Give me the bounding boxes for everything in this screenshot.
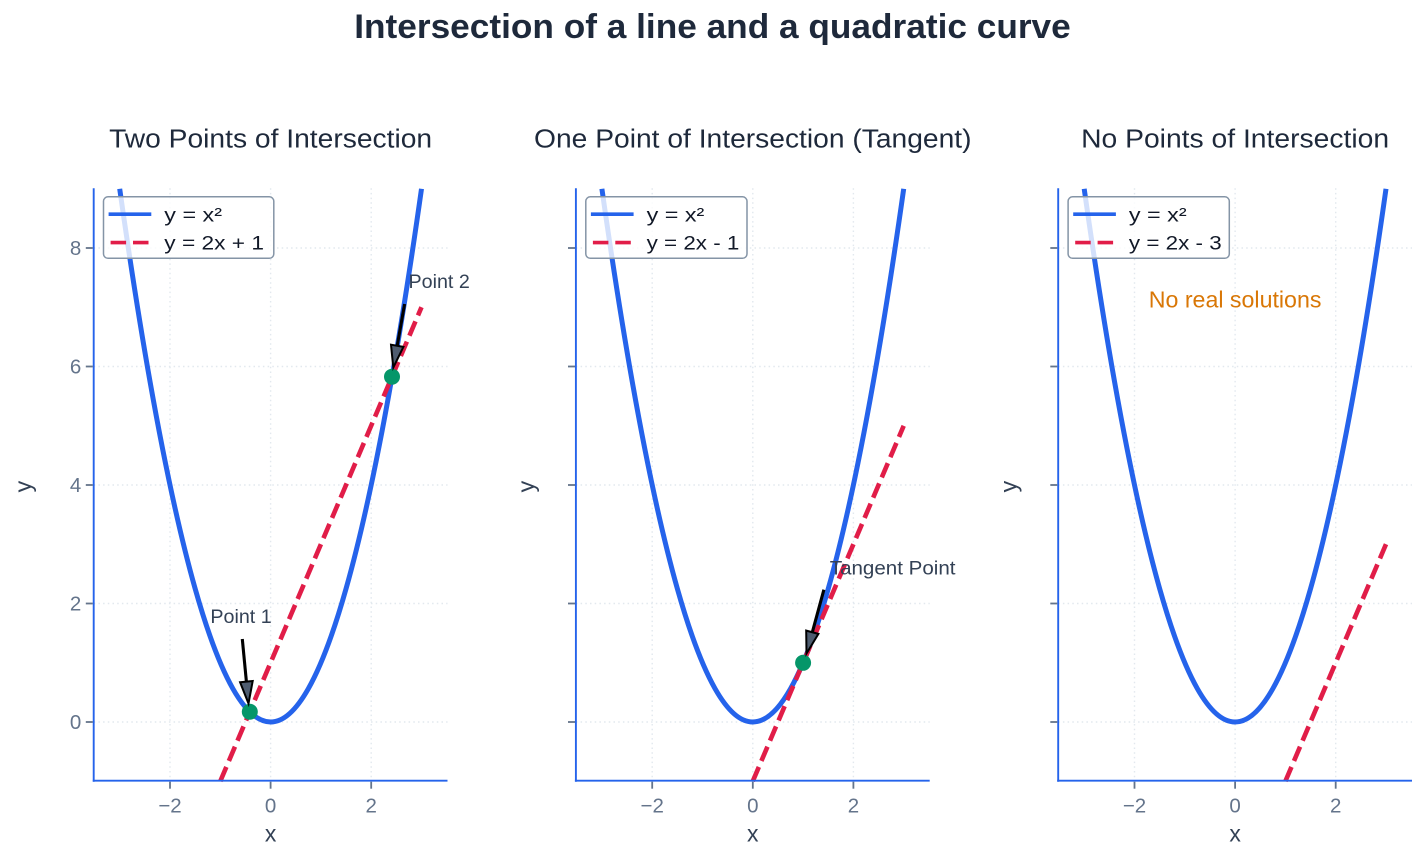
svg-text:No Points of Intersection: No Points of Intersection [1081, 126, 1389, 154]
svg-text:Point 2: Point 2 [409, 271, 470, 293]
svg-text:2: 2 [70, 593, 81, 616]
svg-text:One Point of Intersection (Tan: One Point of Intersection (Tangent) [534, 126, 972, 154]
svg-text:y = 2x + 1: y = 2x + 1 [164, 233, 264, 255]
svg-text:2: 2 [1330, 794, 1341, 817]
svg-text:y = 2x - 1: y = 2x - 1 [647, 233, 740, 255]
svg-text:6: 6 [70, 356, 81, 379]
svg-text:Intersection of a line and a q: Intersection of a line and a quadratic c… [354, 8, 1071, 46]
svg-text:Two Points of Intersection: Two Points of Intersection [109, 126, 432, 154]
svg-text:y = x²: y = x² [1129, 204, 1187, 226]
svg-text:0: 0 [70, 711, 81, 734]
svg-text:x: x [747, 821, 759, 847]
svg-text:−2: −2 [1123, 794, 1146, 817]
svg-text:y = 2x - 3: y = 2x - 3 [1129, 233, 1222, 255]
svg-text:−2: −2 [641, 794, 664, 817]
svg-text:No real solutions: No real solutions [1149, 286, 1322, 312]
svg-text:−2: −2 [158, 794, 181, 817]
svg-text:x: x [265, 821, 277, 847]
svg-text:8: 8 [70, 237, 81, 260]
svg-text:2: 2 [365, 794, 376, 817]
svg-text:y = x²: y = x² [164, 204, 222, 226]
svg-text:Point 1: Point 1 [210, 606, 271, 628]
svg-text:Tangent Point: Tangent Point [830, 558, 956, 580]
svg-text:0: 0 [265, 794, 276, 817]
svg-text:0: 0 [747, 794, 758, 817]
svg-text:y: y [513, 480, 539, 492]
svg-text:y: y [10, 480, 36, 492]
svg-text:2: 2 [848, 794, 859, 817]
svg-text:x: x [1229, 821, 1241, 847]
svg-text:y = x²: y = x² [647, 204, 705, 226]
svg-text:0: 0 [1229, 794, 1240, 817]
svg-text:4: 4 [70, 474, 81, 497]
svg-text:y: y [995, 480, 1021, 492]
